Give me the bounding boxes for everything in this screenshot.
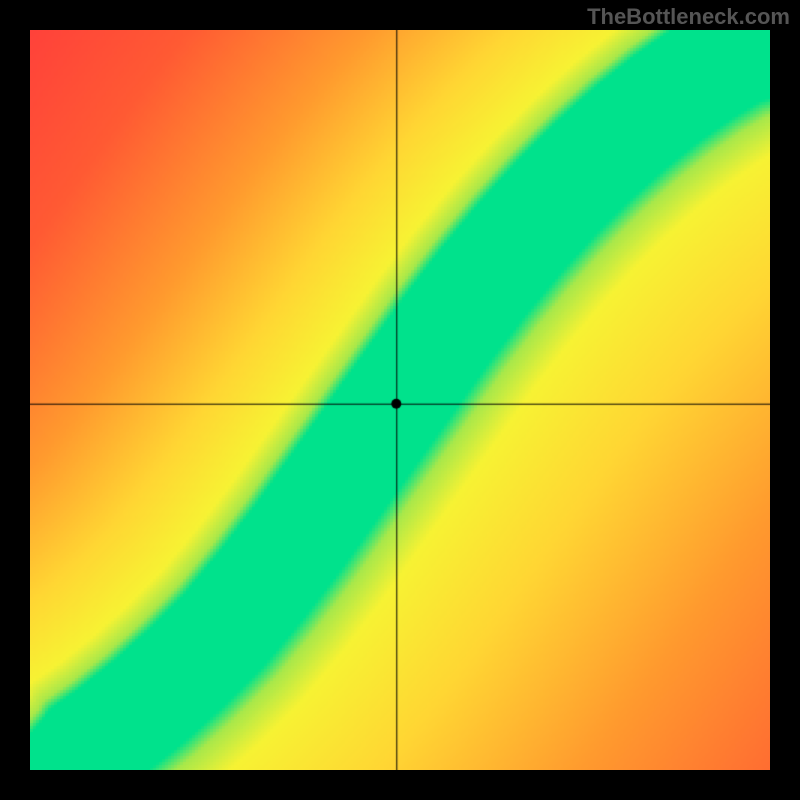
heatmap-canvas: [30, 30, 770, 770]
chart-frame: TheBottleneck.com: [0, 0, 800, 800]
heatmap-plot: [30, 30, 770, 770]
watermark-text: TheBottleneck.com: [587, 4, 790, 30]
